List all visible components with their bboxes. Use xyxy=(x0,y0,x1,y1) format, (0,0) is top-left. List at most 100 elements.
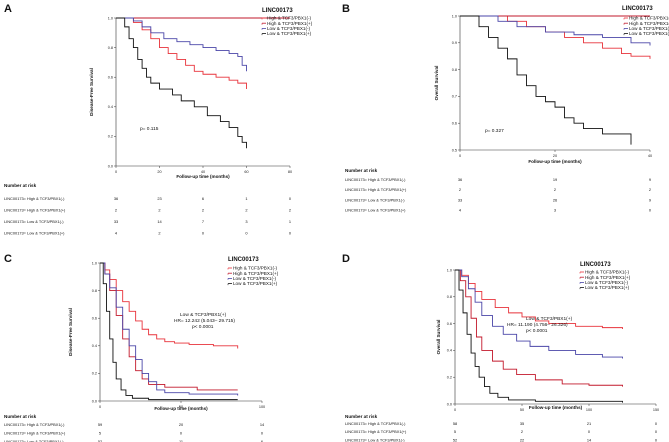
series-line-low-neg xyxy=(460,15,651,46)
risk-row-label: LINC00173= High & TCF3/PBX1(+) xyxy=(345,187,407,192)
series-line-low-neg xyxy=(100,262,239,396)
risk-count: 23 xyxy=(157,196,161,201)
chart-title: LINC00173 xyxy=(228,257,259,263)
legend-entry-low-neg: Low & TCF3/PBX1(-) xyxy=(585,280,629,285)
risk-table-title: Number at risk xyxy=(345,414,378,419)
chart-title: LINC00173 xyxy=(580,262,611,268)
risk-row-label: LINC00173= High & TCF3/PBX1(-) xyxy=(345,421,406,426)
panel-label-c: C xyxy=(4,253,12,265)
risk-count: 9 xyxy=(649,177,651,182)
y-tick-label: 0.6 xyxy=(447,322,452,326)
series-line-low-neg xyxy=(116,17,247,72)
series-line-low-pos xyxy=(100,262,238,401)
chart-title: LINC00173 xyxy=(622,6,653,12)
x-tick-label: 60 xyxy=(244,170,248,174)
legend-entry-low-pos: Low & TCF3/PBX1(+) xyxy=(585,285,630,290)
annotation-text: p= 0.115 xyxy=(140,126,159,132)
risk-count: 0 xyxy=(261,430,264,435)
risk-count: 2 xyxy=(521,429,523,434)
series-line-high-neg xyxy=(100,262,239,349)
x-tick-label: 100 xyxy=(586,408,592,412)
risk-count: 4 xyxy=(459,208,462,213)
x-tick-label: 40 xyxy=(201,170,205,174)
risk-table-title: Number at risk xyxy=(345,168,378,173)
chart-title: LINC00173 xyxy=(262,8,293,14)
risk-count: 6 xyxy=(261,439,263,442)
y-tick-label: 0.2 xyxy=(108,135,113,139)
risk-count: 2 xyxy=(554,187,556,192)
x-tick-label: 80 xyxy=(288,170,292,174)
legend-entry-high-neg: High & TCF3/PBX1(-) xyxy=(585,270,630,275)
legend-entry-high-pos: High & TCF3/PBX1(+) xyxy=(629,21,669,26)
risk-count: 0 xyxy=(655,421,658,426)
x-axis-label: Follow-up time (months) xyxy=(528,159,582,164)
risk-count: 2 xyxy=(245,208,247,213)
risk-row-label: LINC00173= High & TCF3/PBX1(+) xyxy=(345,429,407,434)
y-tick-label: 0.6 xyxy=(92,317,97,321)
legend-entry-low-pos: Low & TCF3/PBX1(+) xyxy=(629,31,669,36)
risk-table-title: Number at risk xyxy=(4,183,37,188)
risk-row-label: LINC00173= High & TCF3/PBX1(-) xyxy=(4,196,65,201)
risk-count: 19 xyxy=(553,177,557,182)
risk-count: 5 xyxy=(454,429,456,434)
risk-count: 2 xyxy=(158,231,160,236)
legend-entry-high-pos: High & TCF3/PBX1(+) xyxy=(585,275,631,280)
risk-count: 0 xyxy=(588,429,591,434)
y-axis-label: Disease-Free Survival xyxy=(89,68,94,116)
legend-entry-low-neg: Low & TCF3/PBX1(-) xyxy=(267,26,311,31)
annotation-text: Low & TCF3/PBX1(+) xyxy=(180,312,227,318)
y-tick-label: 0.4 xyxy=(92,344,97,348)
y-tick-label: 0.0 xyxy=(92,399,97,403)
x-tick-label: 0 xyxy=(99,405,101,409)
risk-count: 58 xyxy=(453,421,457,426)
risk-count: 0 xyxy=(180,430,183,435)
legend-entry-low-neg: Low & TCF3/PBX1(-) xyxy=(629,26,669,31)
risk-count: 59 xyxy=(98,422,102,427)
y-tick-label: 1.0 xyxy=(452,14,457,18)
risk-row-label: LINC00173= High & TCF3/PBX1(+) xyxy=(4,208,66,213)
y-tick-label: 0.2 xyxy=(447,376,452,380)
x-tick-label: 0 xyxy=(454,408,456,412)
legend-entry-high-pos: High & TCF3/PBX1(+) xyxy=(267,21,313,26)
y-axis-label: Overall Survival xyxy=(436,320,441,355)
x-tick-label: 150 xyxy=(653,408,659,412)
risk-count: 6 xyxy=(202,196,204,201)
risk-count: 14 xyxy=(157,219,162,224)
y-tick-label: 0.2 xyxy=(92,372,97,376)
x-axis-label: Follow-up time (months) xyxy=(529,405,583,410)
y-tick-label: 0.6 xyxy=(452,122,457,126)
y-axis-label: Overall Survival xyxy=(434,66,439,101)
risk-row-label: LINC00173= High & TCF3/PBX1(+) xyxy=(4,430,66,435)
y-tick-label: 0.0 xyxy=(108,164,113,168)
risk-count: 0 xyxy=(289,231,292,236)
series-line-low-neg xyxy=(455,269,623,359)
risk-count: 1 xyxy=(245,196,247,201)
risk-count: 14 xyxy=(587,437,592,442)
risk-count: 26 xyxy=(553,197,557,202)
risk-count: 1 xyxy=(289,219,291,224)
y-tick-label: 0.8 xyxy=(447,295,452,299)
series-line-low-pos xyxy=(460,15,632,145)
risk-count: 11 xyxy=(179,439,183,442)
legend-entry-high-neg: High & TCF3/PBX1(-) xyxy=(233,266,278,271)
y-tick-label: 0.4 xyxy=(108,105,113,109)
risk-row-label: LINC00173= Low & TCF3/PBX1(-) xyxy=(345,197,405,202)
risk-row-label: LINC00173= High & TCF3/PBX1(-) xyxy=(345,177,406,182)
y-tick-label: 0.9 xyxy=(452,41,457,45)
series-line-high-pos xyxy=(455,269,623,387)
risk-count: 52 xyxy=(453,437,457,442)
risk-count: 4 xyxy=(115,231,118,236)
risk-count: 3 xyxy=(554,208,556,213)
y-tick-label: 1.0 xyxy=(447,268,452,272)
risk-count: 0 xyxy=(289,196,292,201)
legend-entry-high-neg: High & TCF3/PBX1(-) xyxy=(267,16,312,21)
legend-entry-low-pos: Low & TCF3/PBX1(+) xyxy=(233,281,278,286)
panel-label-b: B xyxy=(342,3,350,15)
risk-count: 2 xyxy=(649,187,651,192)
annotation-text: HR= 12.242 (5.043– 29.715) xyxy=(174,318,235,324)
